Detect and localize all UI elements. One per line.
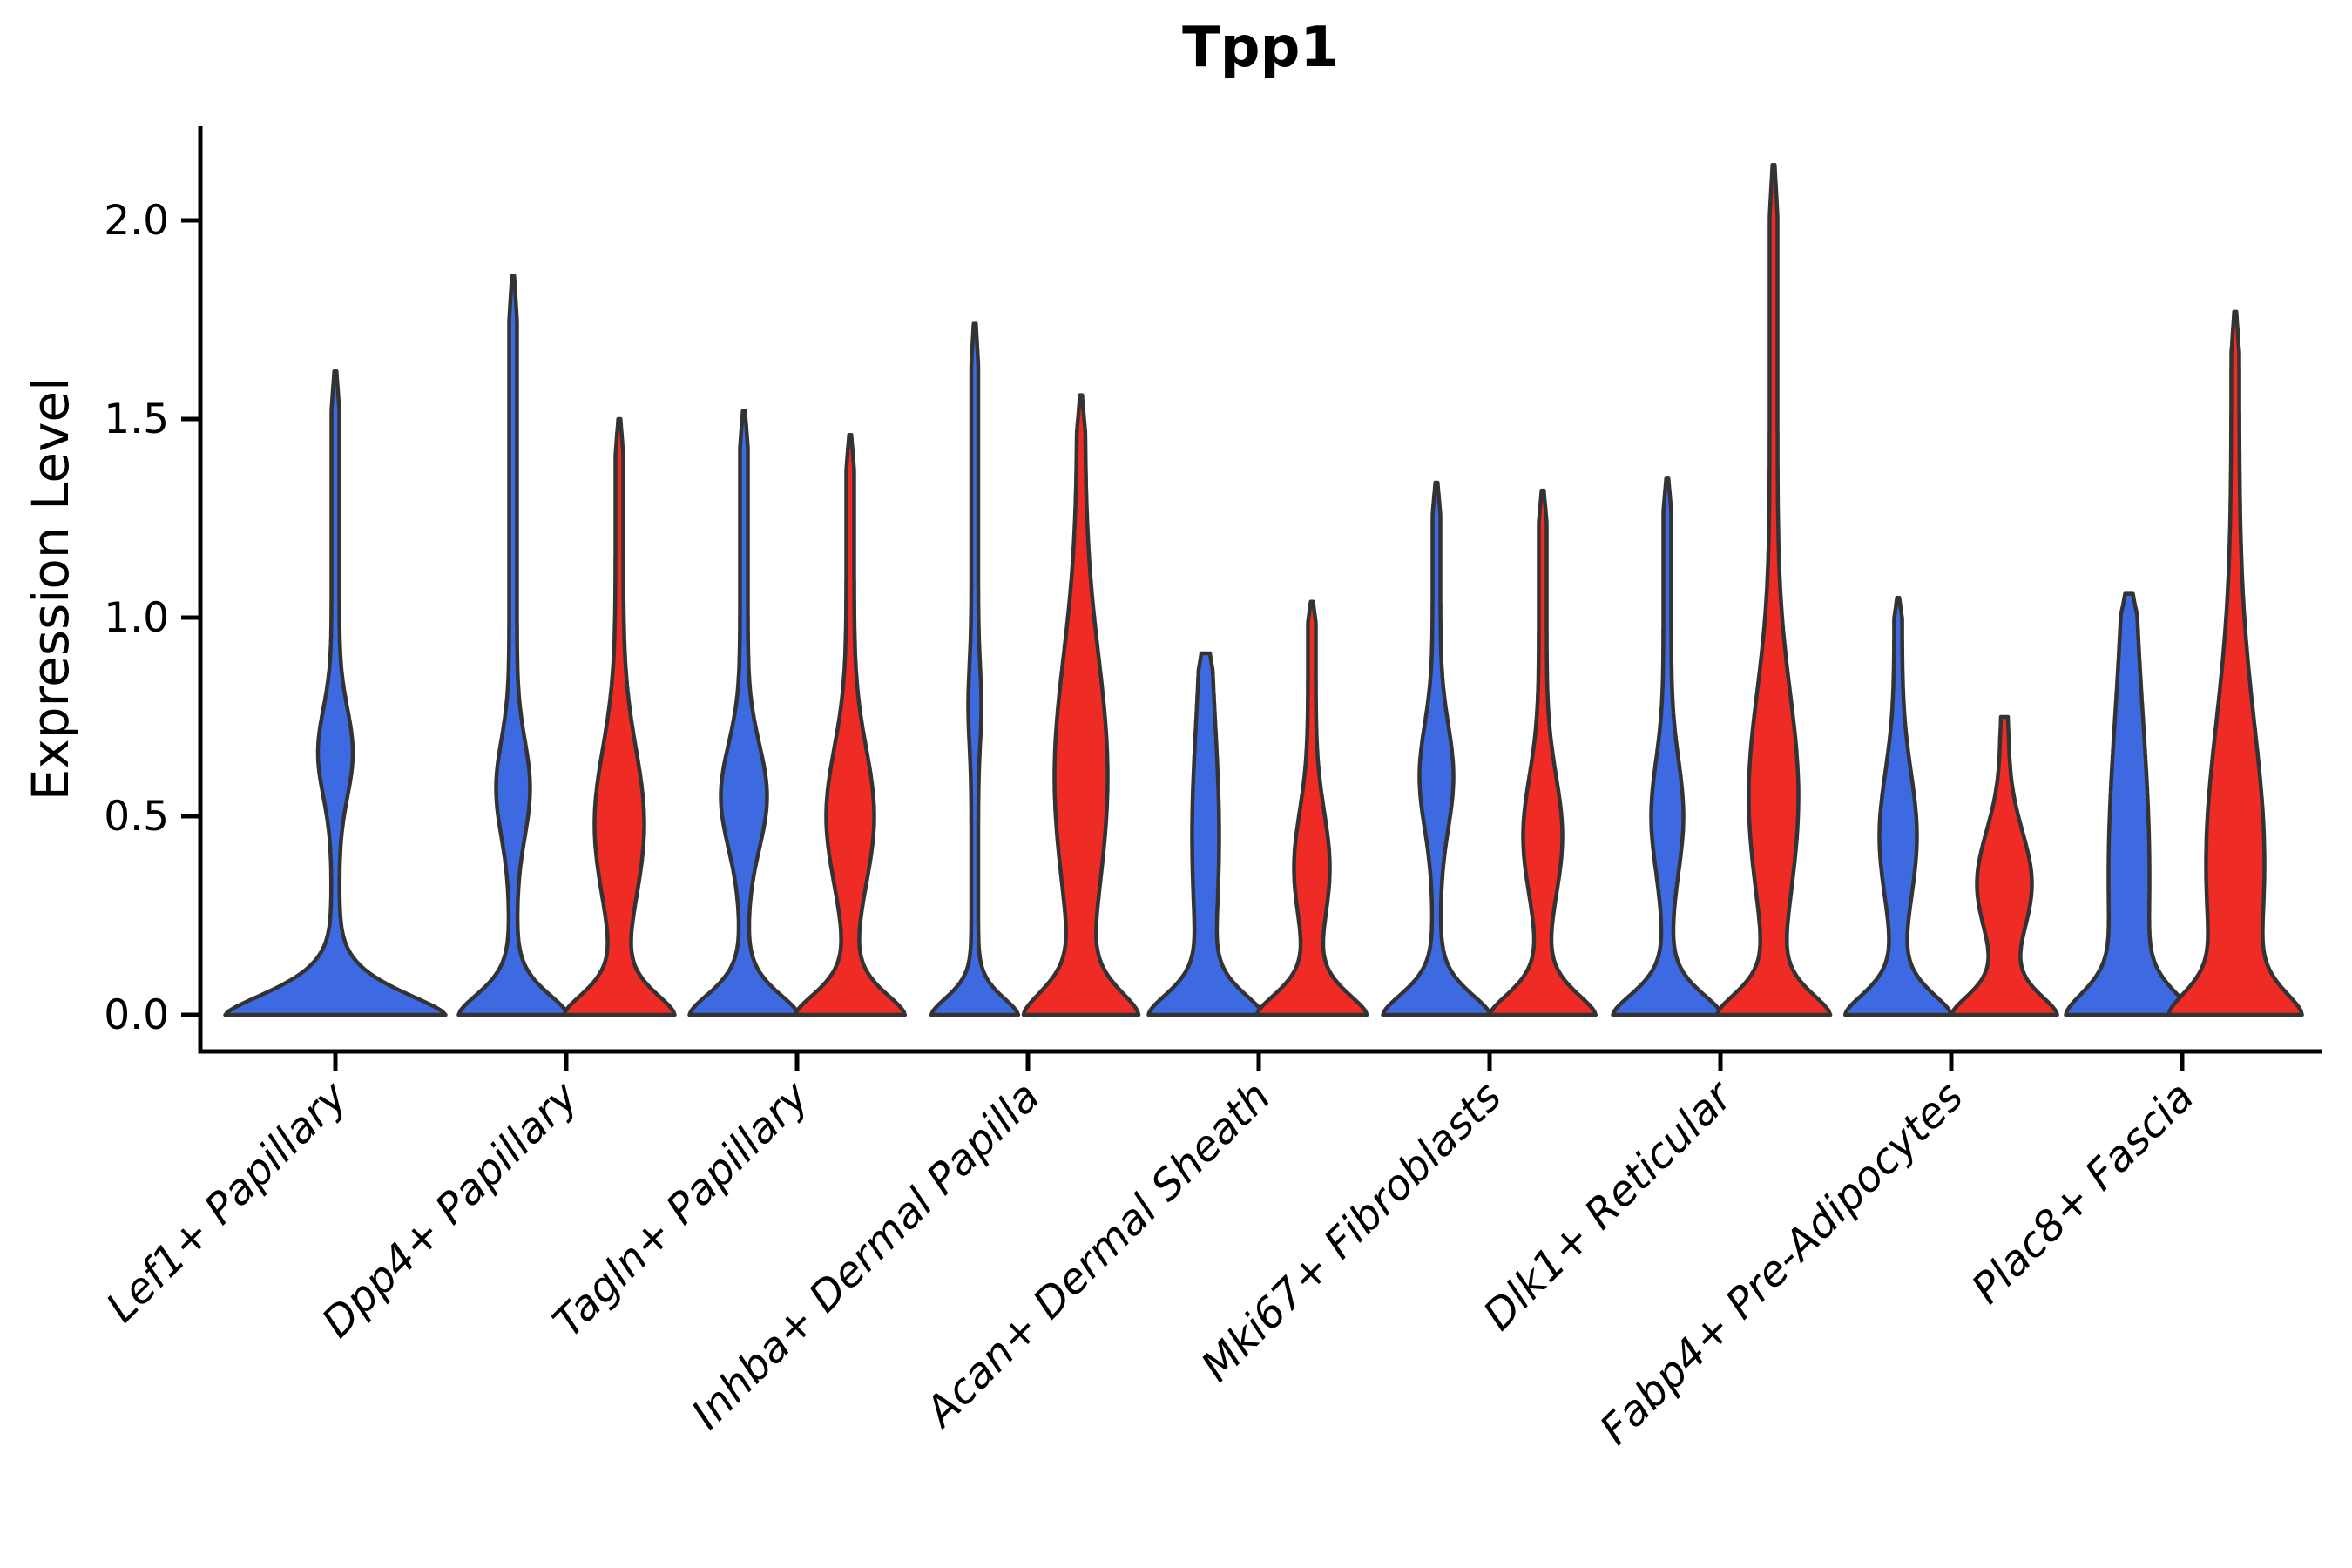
violin-plac8-fascia-blue [2064,591,2194,1017]
violin-dlk1-reticular-red [1714,162,1833,1017]
violin-lef1-papillary-blue [223,369,448,1017]
violin-inhba-dermal-papilla-blue [929,321,1021,1017]
violins-layer [223,162,2304,1017]
y-tick-label-1.0: 1.0 [104,594,169,642]
y-tick-label-0.5: 0.5 [104,793,169,841]
x-tick-label-tagln-papillary: Tagln+ Papillary [544,1071,819,1347]
y-axis-label: Expression Level [21,377,80,801]
violin-inhba-dermal-papilla-red [1021,393,1141,1017]
violin-fabp4-pre-adipocytes-red [1950,714,2059,1017]
y-tick-label-2.0: 2.0 [104,197,169,245]
x-tick-label-plac8-fascia: Plac8+ Fascia [1963,1072,2204,1314]
violin-dlk1-reticular-blue [1611,476,1724,1017]
x-tick-label-dpp4-papillary: Dpp4+ Papillary [313,1071,588,1347]
violin-dpp4-papillary-red [562,416,677,1017]
x-tick-label-lef1-papillary: Lef1+ Papillary [97,1071,357,1332]
axes-layer [181,126,2322,1071]
violin-acan-dermal-sheath-red [1254,599,1369,1017]
violin-acan-dermal-sheath-blue [1146,651,1265,1017]
violin-dpp4-papillary-blue [456,274,570,1017]
violin-mki67-fibroblasts-red [1488,488,1598,1017]
y-tick-label-1.5: 1.5 [104,395,169,443]
violin-tagln-papillary-blue [687,409,801,1017]
x-tick-label-fabp4-pre-adipocytes: Fabp4+ Pre-Adipocytes [1591,1072,1973,1455]
violin-fabp4-pre-adipocytes-blue [1842,595,1954,1017]
violin-plac8-fascia-red [2166,309,2304,1017]
violin-mki67-fibroblasts-blue [1381,480,1492,1017]
violin-tagln-papillary-red [793,432,908,1017]
x-tick-label-dlk1-reticular: Dlk1+ Reticular [1474,1071,1744,1341]
y-tick-label-0.0: 0.0 [104,991,169,1039]
chart-title: Tpp1 [1182,16,1339,80]
